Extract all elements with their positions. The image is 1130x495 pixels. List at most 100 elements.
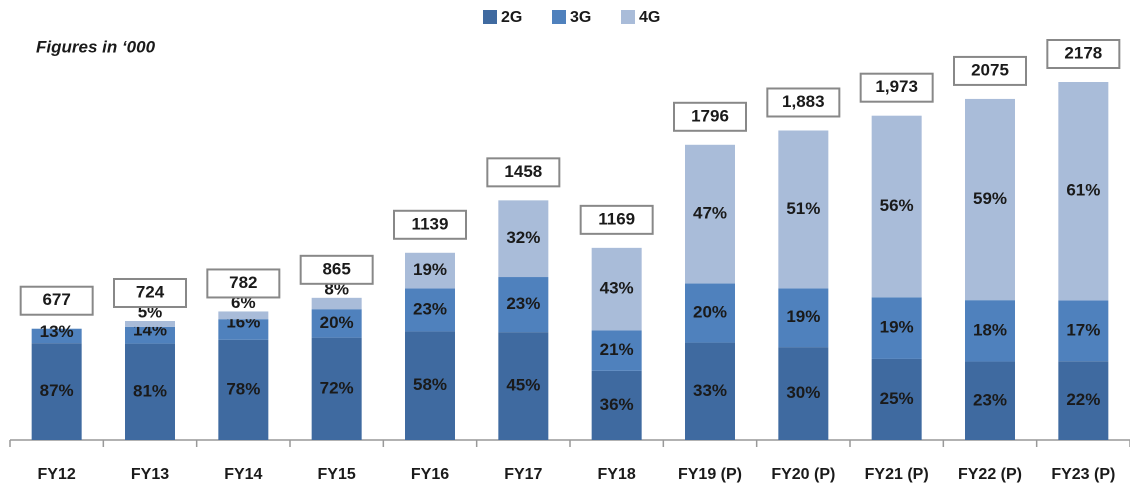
x-tick-label: FY22 (P) xyxy=(958,466,1022,483)
segment-label: 43% xyxy=(600,279,634,298)
legend-swatch xyxy=(552,10,566,24)
total-label: 1796 xyxy=(691,106,729,125)
total-box xyxy=(859,72,934,103)
bar-segment xyxy=(778,288,829,348)
segment-label: 23% xyxy=(506,294,540,313)
total-label: 782 xyxy=(229,273,257,292)
segment-label: 13% xyxy=(40,322,74,341)
bar-segment xyxy=(125,326,175,344)
bar-segment xyxy=(871,358,922,440)
segment-label: 20% xyxy=(693,303,727,322)
bar-segment xyxy=(125,343,175,440)
x-tick-label: FY16 xyxy=(411,466,449,483)
total-box xyxy=(579,204,654,235)
segment-label: 78% xyxy=(226,379,260,398)
segment-label: 19% xyxy=(786,307,820,326)
segment-label: 58% xyxy=(413,375,447,394)
segment-label: 47% xyxy=(693,204,727,223)
bar-segment xyxy=(405,288,455,332)
bar-segment xyxy=(685,283,735,343)
legend-label: 3G xyxy=(570,9,591,26)
segment-label: 21% xyxy=(600,340,634,359)
x-tick-label: FY20 (P) xyxy=(771,466,835,483)
bar-segment xyxy=(405,252,455,289)
legend-label: 4G xyxy=(639,9,660,26)
bar-segment xyxy=(685,342,735,440)
segment-label: 19% xyxy=(880,318,914,337)
bar-segment xyxy=(965,361,1015,440)
segment-label: 20% xyxy=(320,313,354,332)
total-box xyxy=(953,55,1027,86)
x-tick-label: FY13 xyxy=(131,466,169,483)
total-box xyxy=(206,268,281,299)
total-label: 677 xyxy=(42,290,70,309)
chart-subtitle: Figures in ‘000 xyxy=(36,37,156,56)
bar-segment xyxy=(1058,361,1109,440)
total-label: 2075 xyxy=(971,60,1009,79)
bar-segment xyxy=(311,309,362,338)
segment-label: 18% xyxy=(973,320,1007,339)
total-label: 865 xyxy=(322,259,350,278)
bar-segment xyxy=(965,300,1015,362)
total-label: 1,883 xyxy=(782,92,825,111)
segment-label: 81% xyxy=(133,381,167,400)
bar-segment xyxy=(218,339,269,440)
bar-segment xyxy=(778,130,829,289)
total-box xyxy=(299,254,374,285)
segment-label: 23% xyxy=(413,299,447,318)
bar-segment xyxy=(125,320,175,327)
x-tick-label: FY19 (P) xyxy=(678,466,742,483)
bar-segment xyxy=(591,370,642,440)
bar-segment xyxy=(31,328,82,344)
x-tick-label: FY14 xyxy=(224,466,262,483)
x-tick-label: FY23 (P) xyxy=(1051,466,1115,483)
x-tick-label: FY18 xyxy=(598,466,636,483)
bar-segment xyxy=(498,332,549,440)
total-box xyxy=(1046,39,1121,69)
total-box xyxy=(766,87,841,118)
bar-segment xyxy=(218,319,269,340)
segment-label: 45% xyxy=(506,376,540,395)
total-label: 2178 xyxy=(1064,43,1102,62)
segment-label: 56% xyxy=(880,196,914,215)
segment-label: 25% xyxy=(880,389,914,408)
total-label: 1169 xyxy=(598,209,635,228)
bar-segment xyxy=(218,311,269,320)
total-box xyxy=(393,209,467,240)
bar-segment xyxy=(685,144,735,284)
legend-swatch xyxy=(483,10,497,24)
segment-label: 23% xyxy=(973,390,1007,409)
x-tick-label: FY15 xyxy=(318,466,356,483)
legend-label: 2G xyxy=(501,9,522,26)
x-tick-label: FY12 xyxy=(38,466,76,483)
total-box xyxy=(113,277,187,308)
total-label: 1458 xyxy=(504,162,542,181)
legend-swatch xyxy=(621,10,635,24)
segment-label: 51% xyxy=(786,199,820,218)
bar-segment xyxy=(498,200,549,278)
bar-segment xyxy=(778,347,829,440)
bar-segment xyxy=(311,297,362,310)
bar-segment xyxy=(871,115,922,298)
bar-segment xyxy=(965,98,1015,301)
bar-segment xyxy=(1058,82,1109,301)
bar-segment xyxy=(405,331,455,440)
total-label: 1139 xyxy=(412,214,449,233)
bar-segment xyxy=(591,330,642,371)
total-box xyxy=(673,101,747,132)
segment-label: 19% xyxy=(413,260,447,279)
segment-label: 22% xyxy=(1066,390,1100,409)
x-tick-label: FY21 (P) xyxy=(865,466,929,483)
segment-label: 87% xyxy=(40,381,74,400)
bar-segment xyxy=(311,337,362,440)
segment-label: 72% xyxy=(320,378,354,397)
segment-label: 33% xyxy=(693,381,727,400)
bar-segment xyxy=(31,343,82,440)
bar-segment xyxy=(591,247,642,331)
segment-label: 30% xyxy=(786,383,820,402)
total-label: 724 xyxy=(136,282,165,301)
segment-label: 36% xyxy=(600,395,634,414)
total-box xyxy=(486,157,561,188)
bar-segment xyxy=(498,277,549,333)
